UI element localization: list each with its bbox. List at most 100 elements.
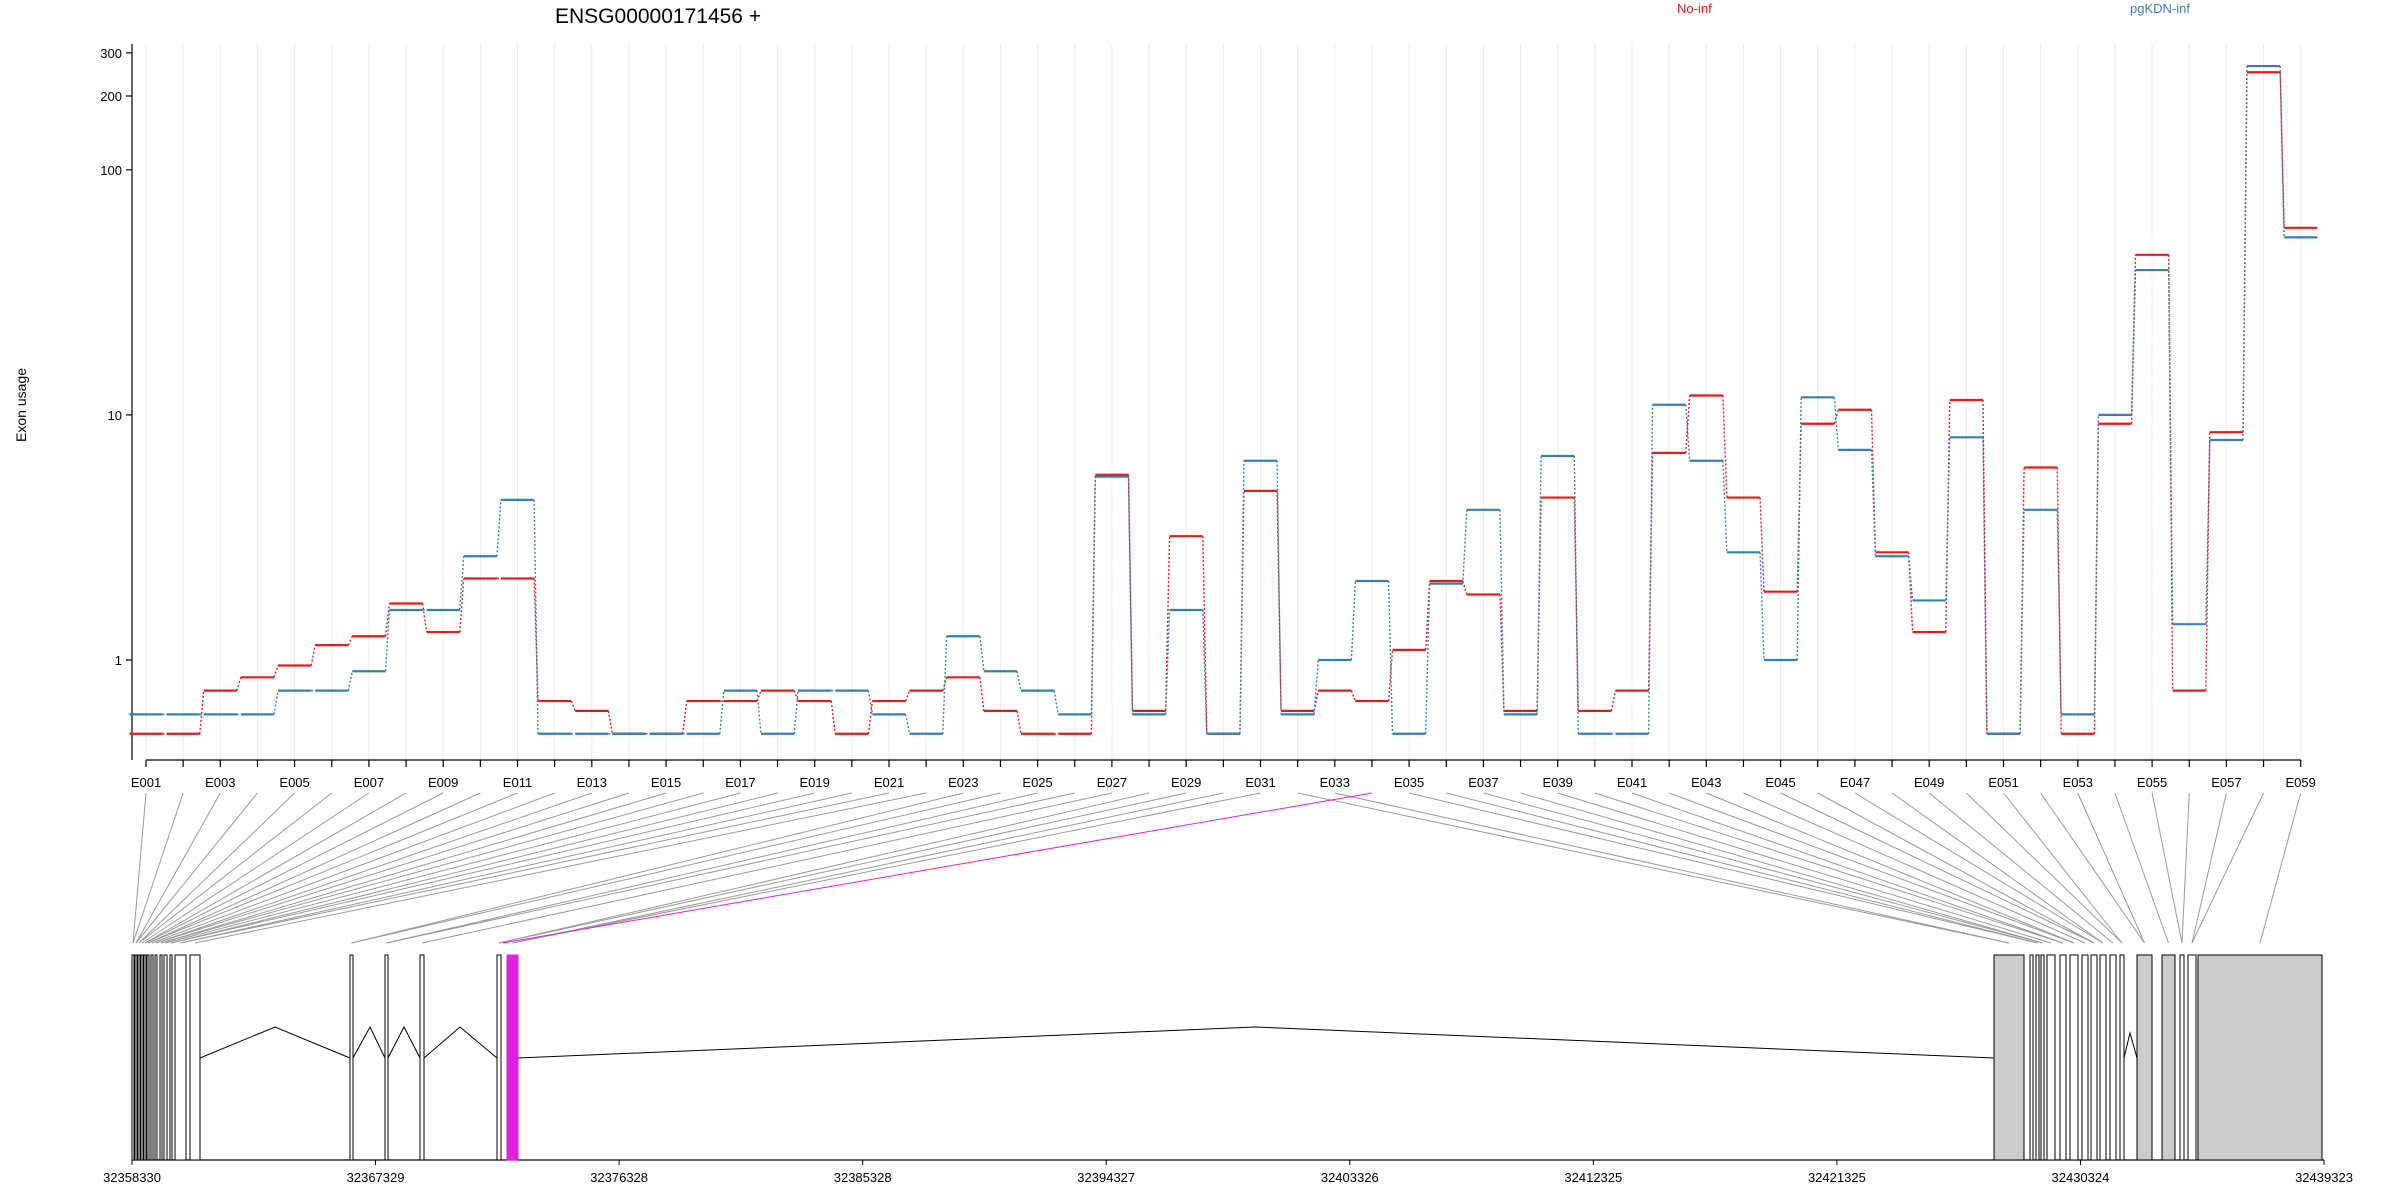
- exon-box-29: [2109, 954, 2117, 1161]
- exon-link-e018: [170, 792, 778, 944]
- intron-6: [2123, 1031, 2138, 1059]
- x-tick-label-e011: E011: [503, 775, 532, 790]
- intron-2: [352, 1025, 386, 1059]
- connector-e015: [682, 700, 688, 734]
- y-tick-label-1: 1: [115, 653, 122, 668]
- exon-link-e048: [1891, 792, 2104, 944]
- exon-link-e030: [512, 792, 1224, 944]
- connector-e044: [1759, 552, 1765, 661]
- exon-box-3: [137, 954, 141, 1161]
- x-tick-label-e057: E057: [2211, 775, 2241, 790]
- exon-box-11: [169, 954, 173, 1161]
- legend-pgkdn-inf: pgKDN-inf: [2130, 1, 2190, 16]
- exon-link-e055: [2151, 792, 2183, 944]
- connector-e021: [904, 714, 911, 734]
- x-tick-label-e041: E041: [1617, 775, 1647, 790]
- exon-link-e012: [151, 792, 555, 944]
- connector-e034: [1387, 649, 1394, 702]
- connector-e053: [2093, 414, 2100, 715]
- exon-link-e016: [160, 792, 704, 944]
- exon-link-e004: [135, 792, 258, 944]
- coord-label-32439323: 32439323: [2295, 1170, 2353, 1185]
- x-tick-label-e029: E029: [1171, 775, 1201, 790]
- connector-e023: [979, 677, 985, 711]
- connector-e021: [904, 690, 911, 702]
- exon-link-e002: [132, 792, 184, 944]
- connector-e012: [570, 700, 576, 712]
- connector-e040: [1610, 690, 1617, 712]
- x-tick-label-e053: E053: [2063, 775, 2093, 790]
- connector-e035: [1425, 583, 1431, 734]
- x-tick-label-e043: E043: [1691, 775, 1721, 790]
- highlighted-exon-box: [506, 954, 519, 1161]
- x-tick-label-e059: E059: [2286, 775, 2316, 790]
- exon-link-e008: [144, 792, 407, 944]
- exon-link-e028: [498, 792, 1150, 944]
- exon-link-e051: [2003, 792, 2123, 944]
- connector-e022: [942, 636, 948, 734]
- x-tick-label-e045: E045: [1765, 775, 1795, 790]
- connector-e042: [1685, 404, 1691, 461]
- connector-e041: [1647, 404, 1654, 734]
- chart-title: ENSG00000171456 +: [555, 5, 761, 28]
- exon-box-34: [2187, 954, 2197, 1161]
- coord-label-32430324: 32430324: [2052, 1170, 2110, 1185]
- exon-box-28: [2099, 954, 2107, 1161]
- connector-e047: [1870, 449, 1877, 557]
- exon-box-26: [2081, 954, 2089, 1161]
- gene-model: [131, 954, 2324, 1161]
- exon-box-8: [154, 954, 158, 1161]
- exon-link-e006: [138, 792, 333, 944]
- connector-e017: [756, 690, 762, 734]
- exon-link-e031: [512, 792, 1261, 944]
- connector-e033: [1350, 580, 1357, 661]
- exon-link-e029: [498, 792, 1187, 944]
- x-axis: E001 E003 E005 E007 E009 E011 E013 E015 E017 E019…: [131, 759, 2316, 790]
- connector-e054: [2130, 254, 2137, 424]
- connector-e018: [793, 690, 799, 702]
- coord-label-32358330: 32358330: [103, 1170, 161, 1185]
- connector-e032: [1313, 659, 1319, 715]
- coord-label-32412325: 32412325: [1564, 1170, 1622, 1185]
- connector-e003: [236, 677, 242, 691]
- coord-label-32421325: 32421325: [1808, 1170, 1866, 1185]
- connector-e034: [1387, 581, 1394, 734]
- x-tick-label-e021: E021: [874, 775, 904, 790]
- x-tick-label-e037: E037: [1468, 775, 1498, 790]
- exon-link-e040: [1594, 792, 2064, 944]
- intron-1: [199, 1026, 351, 1059]
- exon-link-e014: [155, 792, 630, 944]
- x-tick-label-e005: E005: [279, 775, 309, 790]
- exon-box-7: [150, 954, 154, 1161]
- exon-link-e011: [147, 792, 518, 944]
- connector-e042: [1685, 395, 1691, 453]
- exon-link-e024: [351, 792, 1001, 944]
- exon-link-e026: [386, 792, 1075, 944]
- legend-no-inf: No-inf: [1677, 1, 1712, 16]
- connector-e024: [1016, 710, 1022, 734]
- y-axis-label: Exon usage: [13, 368, 29, 442]
- connector-e031: [1276, 490, 1282, 711]
- connector-e023: [979, 636, 985, 672]
- connector-e004: [273, 665, 279, 678]
- connector-e013: [607, 710, 614, 734]
- exon-box-4: [140, 954, 144, 1161]
- exon-box-19: [1993, 954, 2025, 1161]
- connector-e049: [1945, 437, 1951, 601]
- connector-e046: [1833, 397, 1839, 450]
- exon-link-e007: [141, 792, 370, 944]
- exon-box-21: [2035, 954, 2040, 1161]
- connector-e027: [1127, 474, 1134, 711]
- connector-e038: [1536, 455, 1542, 715]
- exon-link-e027: [421, 792, 1113, 944]
- exon-box-15: [384, 954, 389, 1161]
- connector-e036: [1462, 509, 1468, 584]
- connector-e016: [719, 690, 725, 734]
- connector-e054: [2130, 270, 2137, 415]
- connector-e024: [1016, 671, 1022, 691]
- exon-link-e052: [2040, 792, 2145, 944]
- connector-e050: [1982, 437, 1988, 734]
- connector-e048: [1907, 556, 1914, 601]
- connector-e010: [496, 499, 502, 557]
- series-no-inf: [129, 71, 2318, 735]
